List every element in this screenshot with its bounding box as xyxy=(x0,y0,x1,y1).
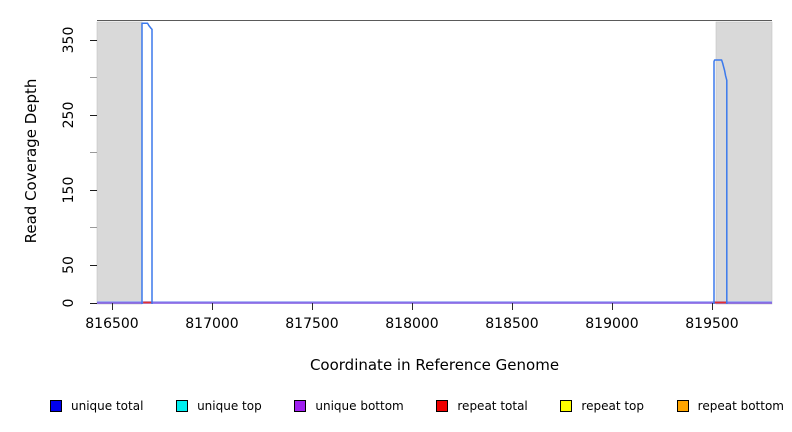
x-axis-title: Coordinate in Reference Genome xyxy=(309,356,560,374)
legend-swatch-unique-top xyxy=(176,400,189,412)
legend-swatch-repeat-total xyxy=(436,400,449,412)
y-minor-tick xyxy=(90,77,97,79)
x-tick-label: 819500 xyxy=(685,316,739,332)
x-tick xyxy=(211,303,213,310)
legend-label: unique bottom xyxy=(315,399,404,413)
plot-area xyxy=(96,20,773,305)
y-tick xyxy=(90,114,97,116)
x-tick xyxy=(611,303,613,310)
x-tick xyxy=(711,303,713,310)
y-tick-label: 350 xyxy=(61,26,77,54)
y-minor-tick xyxy=(90,152,97,154)
x-tick xyxy=(311,303,313,310)
y-tick xyxy=(90,264,97,266)
legend-swatch-unique-bottom xyxy=(294,400,307,412)
legend-swatch-repeat-bottom xyxy=(676,400,689,412)
legend-label: repeat bottom xyxy=(697,399,784,413)
masked-region xyxy=(715,21,773,305)
y-tick-label: 0 xyxy=(61,298,77,308)
x-tick-label: 818000 xyxy=(385,316,439,332)
y-tick xyxy=(90,302,97,304)
unique-coverage-peak xyxy=(713,59,728,304)
legend-swatch-repeat-top xyxy=(560,400,573,412)
x-tick xyxy=(111,303,113,310)
x-tick-label: 817500 xyxy=(285,316,339,332)
y-tick-label: 50 xyxy=(61,256,77,275)
legend-label: unique total xyxy=(71,399,144,413)
legend-item-unique-bottom: unique bottom xyxy=(294,399,404,413)
x-tick-label: 819000 xyxy=(585,316,639,332)
coverage-plot-svg xyxy=(96,21,773,305)
x-tick-label: 817000 xyxy=(185,316,239,332)
legend-item-repeat-top: repeat top xyxy=(560,400,644,412)
unique-coverage-peak xyxy=(141,22,153,304)
legend-label: unique top xyxy=(197,399,262,413)
legend-swatch-unique-total xyxy=(50,400,62,412)
legend-label: repeat top xyxy=(581,399,645,413)
legend-item-unique-top: unique top xyxy=(176,400,262,412)
x-tick xyxy=(511,303,513,310)
legend-item-repeat-total: repeat total xyxy=(436,399,528,413)
x-tick-label: 818500 xyxy=(485,316,539,332)
y-tick xyxy=(90,189,97,191)
legend: unique total unique top unique bottom repea… xyxy=(50,396,784,416)
legend-item-repeat-bottom: repeat bottom xyxy=(676,399,784,413)
x-tick xyxy=(411,303,413,310)
masked-region xyxy=(96,21,143,305)
x-tick-label: 816500 xyxy=(85,316,139,332)
legend-item-unique-total: unique total xyxy=(50,400,143,412)
y-tick-label: 250 xyxy=(61,101,77,129)
legend-label: repeat total xyxy=(457,399,528,413)
y-tick xyxy=(90,39,97,41)
y-minor-tick xyxy=(90,227,97,229)
y-axis-title: Read Coverage Depth xyxy=(22,78,40,244)
y-tick-label: 150 xyxy=(61,177,77,204)
